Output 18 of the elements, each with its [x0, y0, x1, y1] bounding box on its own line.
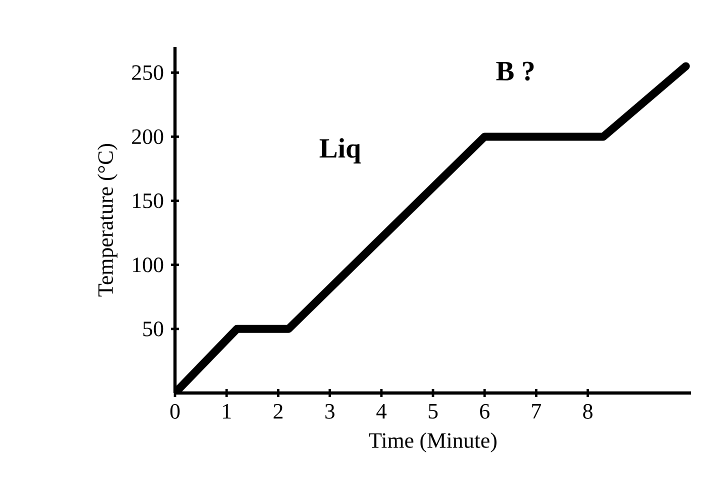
y-tick-label: 100	[133, 257, 164, 272]
x-tick-label: 8	[583, 404, 592, 419]
y-tick-label: 250	[132, 65, 164, 80]
annotation: B ?	[496, 62, 534, 81]
x-tick-label: 4	[376, 404, 387, 418]
x-tick-label: 2	[274, 404, 282, 419]
annotation: Liq	[320, 138, 361, 164]
x-tick-label: 7	[532, 404, 542, 418]
x-tick-label: 1	[223, 404, 231, 418]
y-tick-label: 50	[143, 322, 164, 336]
x-axis-title: Time (Minute)	[368, 432, 496, 452]
y-tick-label: 150	[133, 193, 164, 208]
x-tick-label: 0	[170, 404, 180, 419]
y-tick-label: 200	[132, 129, 164, 144]
x-tick-label: 3	[325, 404, 334, 419]
x-tick-label: 5	[428, 404, 438, 419]
y-axis-title: Temperature (°C)	[98, 144, 118, 297]
x-tick-label: 6	[480, 404, 490, 419]
